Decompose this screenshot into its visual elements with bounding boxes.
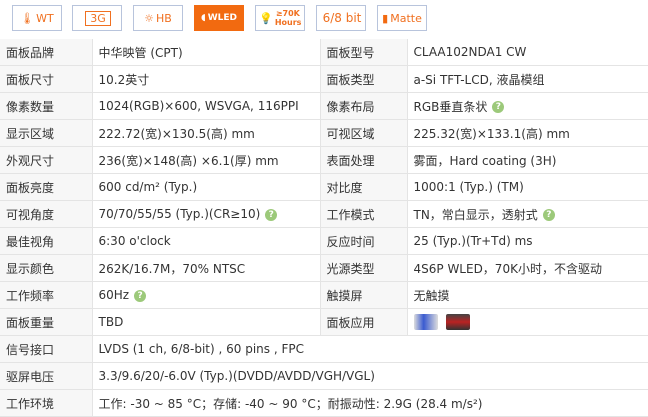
spec-table: 面板品牌 中华映管 (CPT) 面板型号 CLAA102NDA1 CW 面板尺寸 10.2… xyxy=(0,39,648,417)
spec-label: 显示区域 xyxy=(6,126,55,141)
badge-label: ≥70K Hours xyxy=(274,9,302,27)
spec-label: 可视区域 xyxy=(326,126,375,141)
spec-label: 面板型号 xyxy=(326,45,375,60)
spec-value: 70/70/55/55 (Typ.)(CR≥10) xyxy=(98,207,261,221)
help-icon[interactable]: ? xyxy=(265,208,278,221)
spec-value: 工作: -30 ~ 85 °C；存储: -40 ~ 90 °C；耐振动性: 2.… xyxy=(98,396,483,411)
spec-value: 无触摸 xyxy=(413,288,450,303)
matte-icon: ▮ xyxy=(382,11,389,25)
help-icon[interactable]: ? xyxy=(134,289,147,302)
badge-thermometer-icon: 🌡 WT xyxy=(12,5,62,31)
spec-value: 600 cd/m² (Typ.) xyxy=(98,180,198,194)
table-row: 工作频率 60Hz? 触摸屏 无触摸 xyxy=(0,281,648,309)
spec-value: 3.3/9.6/20/-6.0V (Typ.)(DVDD/AVDD/VGH/VG… xyxy=(98,369,375,383)
table-row: 可视角度 70/70/55/55 (Typ.)(CR≥10)? 工作模式 TN，常白显… xyxy=(0,200,648,228)
spec-label: 显示颜色 xyxy=(6,261,55,276)
spec-label: 像素布局 xyxy=(326,99,375,114)
table-row: 驱屏电压 3.3/9.6/20/-6.0V (Typ.)(DVDD/AVDD/VG… xyxy=(0,362,648,390)
spec-value: LVDS (1 ch, 6/8-bit) , 60 pins , FPC xyxy=(98,342,305,356)
spec-value: TBD xyxy=(98,315,124,329)
badge-3g-icon: 3G xyxy=(72,5,122,31)
spec-label: 表面处理 xyxy=(326,153,375,168)
spec-label: 反应时间 xyxy=(326,234,375,249)
spec-value: 雾面，Hard coating (3H) xyxy=(413,153,557,168)
spec-label: 驱屏电压 xyxy=(6,369,55,384)
badge-bit-icon: 6/8 bit xyxy=(316,5,366,31)
table-row: 面板亮度 600 cd/m² (Typ.) 对比度 1000:1 (Typ.) (TM… xyxy=(0,173,648,201)
badge-bulb-icon: 💡 ≥70K Hours xyxy=(255,5,305,31)
badge-label: Matte xyxy=(390,11,422,25)
bulb-icon: 💡 xyxy=(259,11,273,25)
feature-badges: 🌡 WT 3G ☼ HB ◖ WLED 💡 ≥70K Hours 6/8 bit ▮ Matte xyxy=(0,0,648,38)
spec-label: 面板应用 xyxy=(326,315,375,330)
spec-label: 外观尺寸 xyxy=(6,153,55,168)
spec-label: 最佳视角 xyxy=(6,234,55,249)
spec-label: 面板重量 xyxy=(6,315,55,330)
spec-label: 触摸屏 xyxy=(326,288,363,303)
badge-matte-icon: ▮ Matte xyxy=(377,5,427,31)
spec-label: 工作频率 xyxy=(6,288,55,303)
table-row: 显示颜色 262K/16.7M，70% NTSC 光源类型 4S6P WLED，70K… xyxy=(0,254,648,282)
application-image-device xyxy=(413,314,438,330)
spec-value: 1024(RGB)×600, WSVGA, 116PPI xyxy=(98,99,299,113)
spec-value: 222.72(宽)×130.5(高) mm xyxy=(98,126,255,141)
spec-label: 像素数量 xyxy=(6,99,55,114)
spec-label: 对比度 xyxy=(326,180,363,195)
help-icon[interactable]: ? xyxy=(492,101,505,113)
badge-label: HB xyxy=(156,11,172,25)
table-row: 面板品牌 中华映管 (CPT) 面板型号 CLAA102NDA1 CW xyxy=(0,39,648,66)
spec-value: RGB垂直条状 xyxy=(413,99,488,114)
badge-led-icon: ◖ WLED xyxy=(194,5,244,31)
spec-value: 236(宽)×148(高) ×6.1(厚) mm xyxy=(98,153,279,168)
table-row: 工作环境 工作: -30 ~ 85 °C；存储: -40 ~ 90 °C；耐振动性… xyxy=(0,389,648,417)
sun-icon: ☼ xyxy=(144,11,155,25)
table-row: 显示区域 222.72(宽)×130.5(高) mm 可视区域 225.32(宽)×1… xyxy=(0,119,648,147)
spec-value: 60Hz xyxy=(98,288,130,302)
spec-value: 225.32(宽)×133.1(高) mm xyxy=(413,126,570,141)
spec-label: 面板类型 xyxy=(326,72,375,87)
spec-label: 工作模式 xyxy=(326,207,375,222)
spec-label: 面板品牌 xyxy=(6,45,55,60)
spec-value: 262K/16.7M，70% NTSC xyxy=(98,261,246,276)
badge-label: WLED xyxy=(207,13,238,23)
thermometer-icon: 🌡 xyxy=(20,11,35,25)
spec-value: a-Si TFT-LCD, 液晶模组 xyxy=(413,72,545,87)
table-row: 面板尺寸 10.2英寸 面板类型 a-Si TFT-LCD, 液晶模组 xyxy=(0,65,648,93)
badge-sun-icon: ☼ HB xyxy=(133,5,183,31)
table-row: 像素数量 1024(RGB)×600, WSVGA, 116PPI 像素布局 RGB垂… xyxy=(0,92,648,120)
spec-label: 工作环境 xyxy=(6,396,55,411)
table-row: 面板重量 TBD 面板应用 xyxy=(0,308,648,336)
spec-value: 25 (Typ.)(Tr+Td) ms xyxy=(413,234,533,248)
table-row: 外观尺寸 236(宽)×148(高) ×6.1(厚) mm 表面处理 雾面，Hard … xyxy=(0,146,648,174)
spec-value: TN，常白显示，透射式 xyxy=(413,207,538,222)
table-row: 最佳视角 6:30 o'clock 反应时间 25 (Typ.)(Tr+Td) ms xyxy=(0,227,648,255)
spec-label: 可视角度 xyxy=(6,207,55,222)
spec-label: 面板亮度 xyxy=(6,180,55,195)
spec-value: 1000:1 (Typ.) (TM) xyxy=(413,180,524,194)
spec-label: 光源类型 xyxy=(326,261,375,276)
spec-value: 中华映管 (CPT) xyxy=(98,45,183,60)
spec-value: 6:30 o'clock xyxy=(98,234,171,248)
led-icon: ◖ xyxy=(200,13,206,23)
spec-value: CLAA102NDA1 CW xyxy=(413,45,527,59)
badge-label: WT xyxy=(36,11,54,25)
table-row: 信号接口 LVDS (1 ch, 6/8-bit) , 60 pins , FPC xyxy=(0,335,648,363)
spec-label: 面板尺寸 xyxy=(6,72,55,87)
badge-label: 3G xyxy=(85,10,111,26)
badge-label: 6/8 bit xyxy=(322,11,362,25)
application-image-car-display xyxy=(445,314,470,330)
spec-label: 信号接口 xyxy=(6,342,55,357)
help-icon[interactable]: ? xyxy=(542,209,555,221)
spec-value: 4S6P WLED，70K小时，不含驱动 xyxy=(413,261,602,276)
spec-value: 10.2英寸 xyxy=(98,72,150,87)
